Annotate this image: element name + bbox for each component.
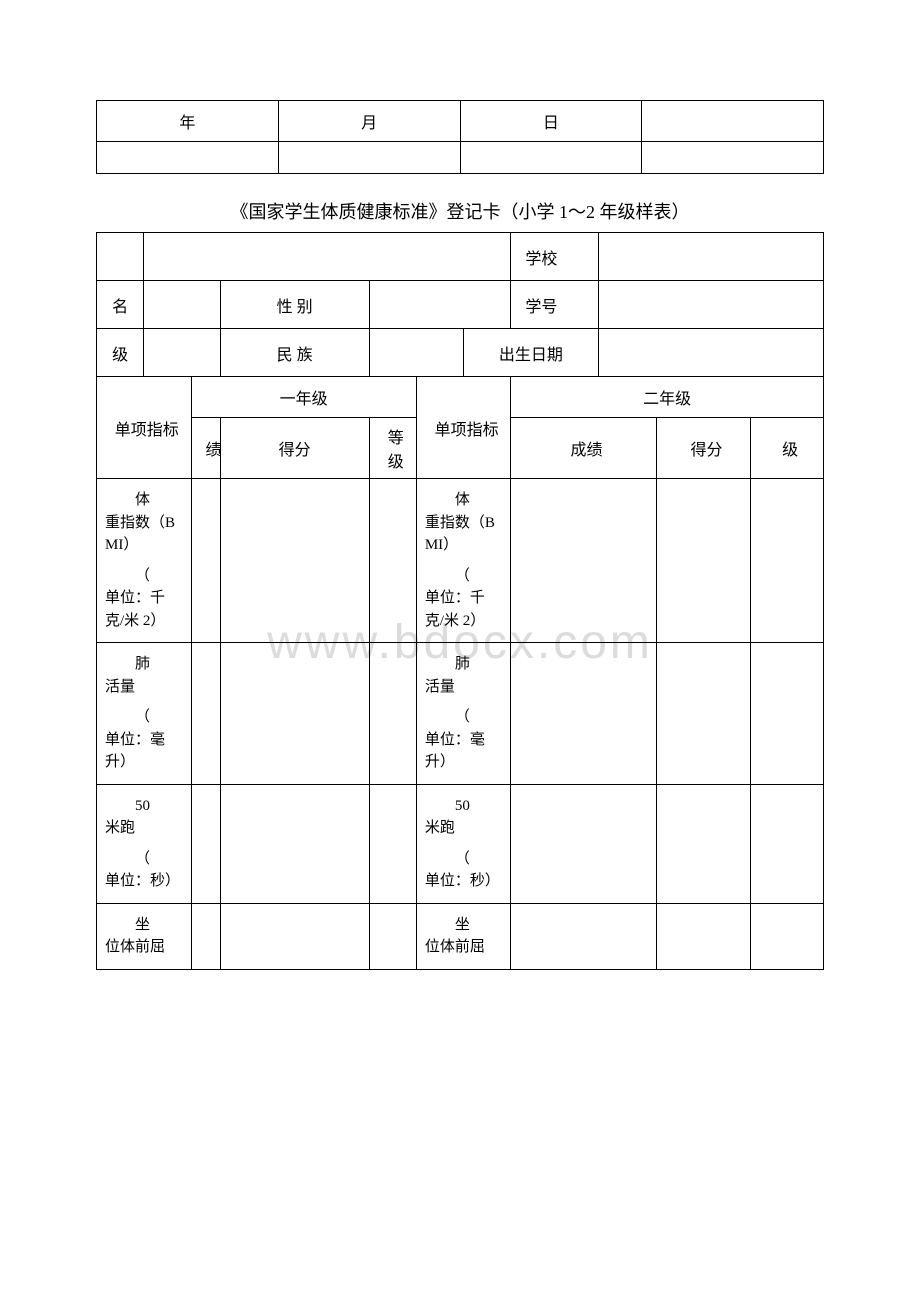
bmi-g1-points xyxy=(220,479,369,643)
empty-cell xyxy=(97,233,144,281)
grade1-label: 一年级 xyxy=(191,377,416,418)
run50-g2-score xyxy=(511,784,656,903)
bmi-row: 体 重指数（BMI） （ 单位：千克/米 2） 体 重指数（BMI） （ 单位：… xyxy=(97,479,824,643)
empty-cell xyxy=(642,101,824,142)
empty-cell xyxy=(460,142,642,174)
birth-label: 出生日期 xyxy=(464,329,598,377)
grade-header-1: 单项指标 一年级 单项指标 二年级 xyxy=(97,377,824,418)
class-label: 级 xyxy=(97,329,144,377)
year-cell: 年 xyxy=(97,101,279,142)
empty-cell xyxy=(144,233,511,281)
lung-g1-level xyxy=(369,643,416,785)
school-value xyxy=(598,233,823,281)
lung-g2-score xyxy=(511,643,656,785)
item-label-right: 单项指标 xyxy=(416,377,511,479)
name-value xyxy=(144,281,220,329)
bmi-g2-points xyxy=(656,479,751,643)
bmi-label-left: 体 重指数（BMI） （ 单位：千克/米 2） xyxy=(97,479,192,643)
name-row: 名 性 别 学号 xyxy=(97,281,824,329)
ethnic-label: 民 族 xyxy=(220,329,369,377)
school-row: 学校 xyxy=(97,233,824,281)
sit-row: 坐 位体前屈 坐 位体前屈 xyxy=(97,903,824,969)
empty-row xyxy=(97,142,824,174)
main-table: 学校 名 性 别 学号 级 民 族 出生日期 单项指标 一年级 单项指标 二年级… xyxy=(96,232,824,970)
form-title: 《国家学生体质健康标准》登记卡（小学 1～2 年级样表） xyxy=(96,198,824,224)
class-value xyxy=(144,329,220,377)
bmi-label-right: 体 重指数（BMI） （ 单位：千克/米 2） xyxy=(416,479,511,643)
lung-label-right: 肺 活量 （ 单位：毫升） xyxy=(416,643,511,785)
month-cell: 月 xyxy=(278,101,460,142)
run50-g1-level xyxy=(369,784,416,903)
item-label-left: 单项指标 xyxy=(97,377,192,479)
lung-g1-points xyxy=(220,643,369,785)
run50-row: 50 米跑 （ 单位：秒） 50 米跑 （ 单位：秒） xyxy=(97,784,824,903)
score-label: 绩 xyxy=(191,418,220,479)
ethnic-value xyxy=(369,329,464,377)
student-id-label: 学号 xyxy=(511,281,598,329)
sit-g1-level xyxy=(369,903,416,969)
run50-label-left: 50 米跑 （ 单位：秒） xyxy=(97,784,192,903)
gender-value xyxy=(369,281,511,329)
run50-label-right: 50 米跑 （ 单位：秒） xyxy=(416,784,511,903)
class-row: 级 民 族 出生日期 xyxy=(97,329,824,377)
empty-cell xyxy=(97,142,279,174)
lung-row: 肺 活量 （ 单位：毫升） 肺 活量 （ 单位：毫升） xyxy=(97,643,824,785)
lung-g2-points xyxy=(656,643,751,785)
day-cell: 日 xyxy=(460,101,642,142)
sit-g1-score xyxy=(191,903,220,969)
run50-g1-score xyxy=(191,784,220,903)
lung-g2-level xyxy=(751,643,824,785)
sit-label-left: 坐 位体前屈 xyxy=(97,903,192,969)
run50-g1-points xyxy=(220,784,369,903)
chengji-label: 成绩 xyxy=(511,418,656,479)
student-id-value xyxy=(598,281,823,329)
bmi-g2-score xyxy=(511,479,656,643)
date-table: 年 月 日 xyxy=(96,100,824,174)
defen-label: 得分 xyxy=(656,418,751,479)
points-label: 得分 xyxy=(220,418,369,479)
run50-g2-level xyxy=(751,784,824,903)
sit-g2-points xyxy=(656,903,751,969)
date-row: 年 月 日 xyxy=(97,101,824,142)
birth-value xyxy=(598,329,823,377)
bmi-g2-level xyxy=(751,479,824,643)
sit-g2-level xyxy=(751,903,824,969)
run50-g2-points xyxy=(656,784,751,903)
bmi-g1-level xyxy=(369,479,416,643)
sit-g2-score xyxy=(511,903,656,969)
empty-cell xyxy=(642,142,824,174)
lung-label-left: 肺 活量 （ 单位：毫升） xyxy=(97,643,192,785)
dengji-label: 级 xyxy=(751,418,824,479)
lung-g1-score xyxy=(191,643,220,785)
school-label: 学校 xyxy=(511,233,598,281)
gender-label: 性 别 xyxy=(220,281,369,329)
name-label: 名 xyxy=(97,281,144,329)
bmi-g1-score xyxy=(191,479,220,643)
grade2-label: 二年级 xyxy=(511,377,824,418)
level-label: 等级 xyxy=(369,418,416,479)
sit-label-right: 坐 位体前屈 xyxy=(416,903,511,969)
empty-cell xyxy=(278,142,460,174)
sit-g1-points xyxy=(220,903,369,969)
